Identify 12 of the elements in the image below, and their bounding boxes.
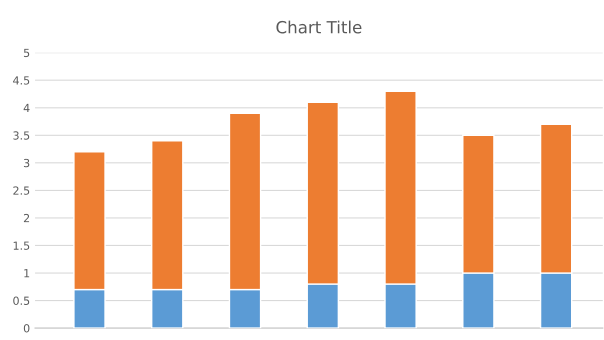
y-tick-label: 3.5 (13, 131, 30, 140)
y-tick-label: 2.5 (13, 186, 30, 195)
y-tick-label: 1.5 (14, 242, 30, 250)
chart-title: Chart Title (276, 20, 362, 34)
y-tick-label: 0.5 (13, 296, 30, 305)
y-tick-label: 1 (24, 269, 30, 278)
y-tick-label: 0 (24, 324, 30, 332)
y-tick-label: 3 (24, 158, 30, 168)
y-tick-label: 2 (24, 214, 30, 222)
y-tick-label: 4 (24, 104, 30, 112)
y-tick-label: 4.5 (13, 76, 30, 85)
y-tick-label: 5 (24, 48, 30, 58)
